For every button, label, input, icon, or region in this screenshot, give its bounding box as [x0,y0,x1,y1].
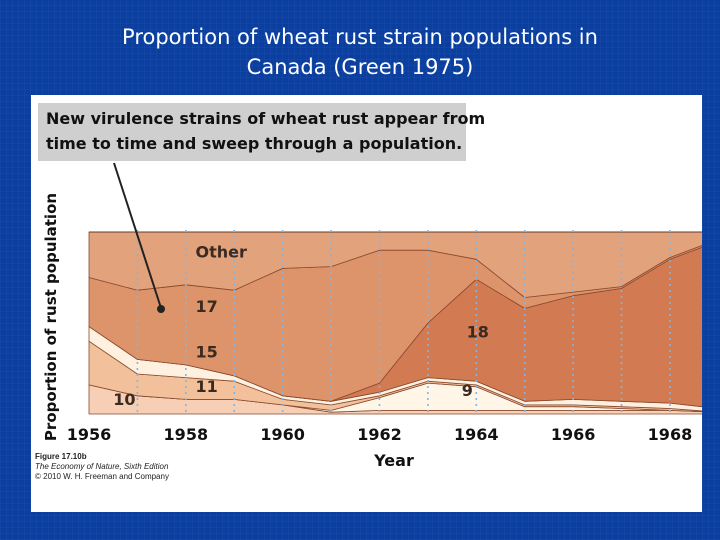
series-label-other: Other [196,242,247,261]
credit-figure-number: Figure 17.10b [35,452,87,461]
callout-pointer-line [113,162,162,309]
x-tick-label-1966: 1966 [551,425,596,444]
x-tick-label-1964: 1964 [454,425,499,444]
slide-title: Proportion of wheat rust strain populati… [40,22,680,82]
series-label-17: 17 [196,297,218,316]
series-label-15: 15 [196,343,218,362]
x-tick-label-1962: 1962 [357,425,402,444]
callout-line-1: New virulence strains of wheat rust appe… [46,109,486,128]
x-tick-label-1958: 1958 [164,425,209,444]
series-label-11: 11 [196,377,218,396]
slide-title-line-2: Canada (Green 1975) [246,55,474,79]
slide-title-line-1: Proportion of wheat rust strain populati… [122,25,598,49]
series-label-18: 18 [467,323,489,342]
x-tick-label-1960: 1960 [260,425,305,444]
callout-box: New virulence strains of wheat rust appe… [38,103,486,161]
x-tick-label-1956: 1956 [67,425,112,444]
callout-line-2: time to time and sweep through a populat… [46,134,463,153]
callout-pointer-dot [157,305,165,313]
credit-copyright: © 2010 W. H. Freeman and Company [35,472,169,481]
figure-credit: Figure 17.10b The Economy of Nature, Six… [35,452,169,482]
series-label-10: 10 [113,390,135,409]
stacked-area-chart: Other 17 15 11 10 18 9 1956 1958 1960 1962 1964 196… [42,162,702,470]
x-axis-title: Year [373,451,414,470]
x-tick-label-1968: 1968 [648,425,693,444]
figure-panel: Other 17 15 11 10 18 9 1956 1958 1960 1962 1964 196… [31,95,702,512]
credit-book-title: The Economy of Nature, Sixth Edition [35,462,169,471]
y-axis-title: Proportion of rust population [42,193,60,441]
series-label-9: 9 [462,381,473,400]
